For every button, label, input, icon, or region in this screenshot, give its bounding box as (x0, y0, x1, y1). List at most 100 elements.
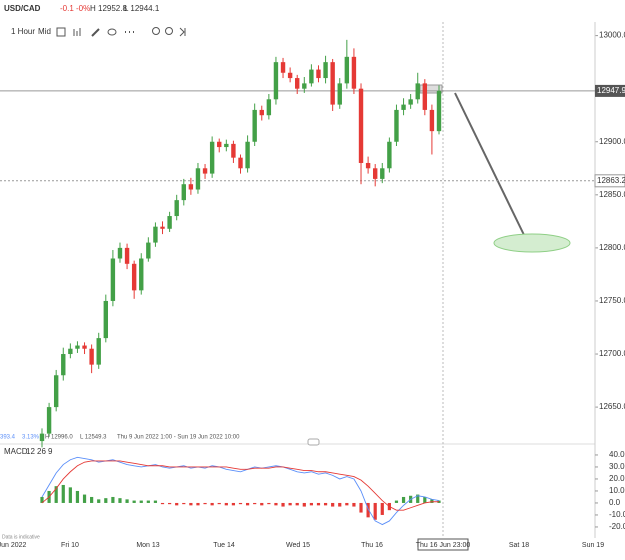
macd-histogram-bar (331, 502, 335, 507)
macd-histogram-bar (380, 502, 384, 515)
panel-resize-handle[interactable] (307, 438, 320, 446)
macd-histogram-bar (323, 502, 328, 506)
view-icon[interactable] (107, 28, 117, 36)
candle-body (53, 375, 59, 408)
macd-histogram-bar (175, 502, 179, 506)
candle (323, 55, 328, 84)
candle-body (75, 345, 80, 349)
range-info: H 12996.0 (45, 435, 73, 441)
macd-histogram-bar (267, 502, 271, 505)
candle (365, 156, 371, 174)
macd-histogram-bar (104, 498, 108, 503)
play-icon[interactable] (179, 27, 186, 37)
candle (153, 222, 158, 247)
selection-box-drawing (419, 84, 443, 94)
macd-histogram-bar (40, 496, 44, 503)
macd-histogram-bar (366, 502, 370, 518)
marked-price-label: 12863.2 (597, 176, 625, 185)
macd-histogram-bar (217, 502, 221, 505)
candle (316, 65, 321, 83)
candle-body (429, 109, 435, 132)
macd-param: 12 (26, 447, 35, 456)
macd-histogram-bar (260, 502, 264, 506)
current-price-label: 12947.9 (597, 86, 625, 95)
day-low: L 12944.1 (124, 4, 160, 13)
candle-body (61, 354, 66, 376)
price-type-button[interactable]: Mid (38, 27, 51, 36)
candle (146, 237, 151, 262)
macd-histogram-bar (111, 496, 115, 503)
candle (401, 98, 406, 116)
candle (252, 103, 257, 146)
candle (103, 294, 109, 343)
candle (167, 211, 172, 232)
candle-body (358, 88, 364, 163)
candle-body (146, 242, 151, 259)
candle (287, 67, 293, 83)
target-ellipse-drawing (493, 233, 571, 253)
x-tick-label: Mon 13 (136, 542, 159, 549)
candle (387, 137, 392, 173)
candle-body (323, 62, 328, 79)
macd-histogram-bar (75, 490, 80, 503)
zoom-in-icon[interactable] (165, 27, 173, 35)
candle (309, 64, 314, 87)
candle (209, 136, 215, 178)
candle-body (401, 104, 406, 110)
candle (259, 105, 264, 121)
y-tick-label: 12750.0 (599, 296, 625, 305)
y-tick-label: 12900.0 (599, 137, 625, 146)
macd-histogram-bar (160, 502, 165, 505)
macd-histogram-bar (302, 502, 306, 507)
macd-histogram-bar (182, 502, 186, 505)
zoom-out-icon[interactable] (152, 27, 160, 35)
macd-histogram-bar (168, 502, 172, 505)
footnote: Data is indicative (2, 534, 40, 540)
candle (415, 72, 420, 104)
x-tick-label: Tue 14 (213, 542, 235, 549)
candle (344, 39, 350, 89)
candle (181, 178, 186, 206)
macd-histogram-bar (224, 502, 228, 506)
candle-body (387, 141, 392, 169)
candle-body (224, 143, 229, 148)
macd-histogram-bar (196, 502, 200, 506)
candle (224, 139, 229, 152)
candle (372, 164, 378, 187)
candle-body (153, 226, 158, 243)
chart-type-icon[interactable] (56, 27, 66, 37)
candle-body (302, 83, 307, 89)
range-info: Thu 9 Jun 2022 1:00 - Sun 19 Jun 2022 10… (117, 435, 240, 441)
macd-histogram-bar (338, 502, 342, 507)
toolbar-icons (56, 27, 186, 37)
macd-histogram-bar (316, 502, 321, 506)
macd-histogram-bar (153, 500, 158, 503)
candle-body (280, 62, 286, 73)
y-tick-label: 12650.0 (599, 402, 625, 411)
macd-histogram-bar (132, 500, 136, 503)
candle-body (309, 69, 314, 84)
candle-body (422, 83, 428, 110)
indicator-icon[interactable] (73, 28, 81, 36)
candle (160, 221, 165, 235)
macd-histogram-bar (146, 500, 150, 503)
macd-histogram-bar (345, 502, 349, 506)
draw-icon[interactable] (91, 28, 100, 37)
candle-body (39, 433, 45, 442)
macd-histogram-bar (210, 502, 214, 506)
macd-histogram-bar (352, 502, 356, 507)
macd-y-tick-label: -10.0 (609, 510, 625, 519)
candle (117, 242, 123, 263)
candle-body (316, 69, 321, 79)
candle (131, 260, 137, 299)
candle-body (209, 141, 215, 174)
candle-body (46, 407, 52, 434)
candle (266, 93, 272, 120)
candle (124, 243, 130, 270)
candle-body (365, 162, 371, 169)
y-tick-label: 12700.0 (599, 349, 625, 358)
macd-histogram-bar (54, 486, 58, 503)
interval-button[interactable]: 1 Hour (11, 27, 35, 36)
y-tick-label: 13000.0 (599, 31, 625, 40)
